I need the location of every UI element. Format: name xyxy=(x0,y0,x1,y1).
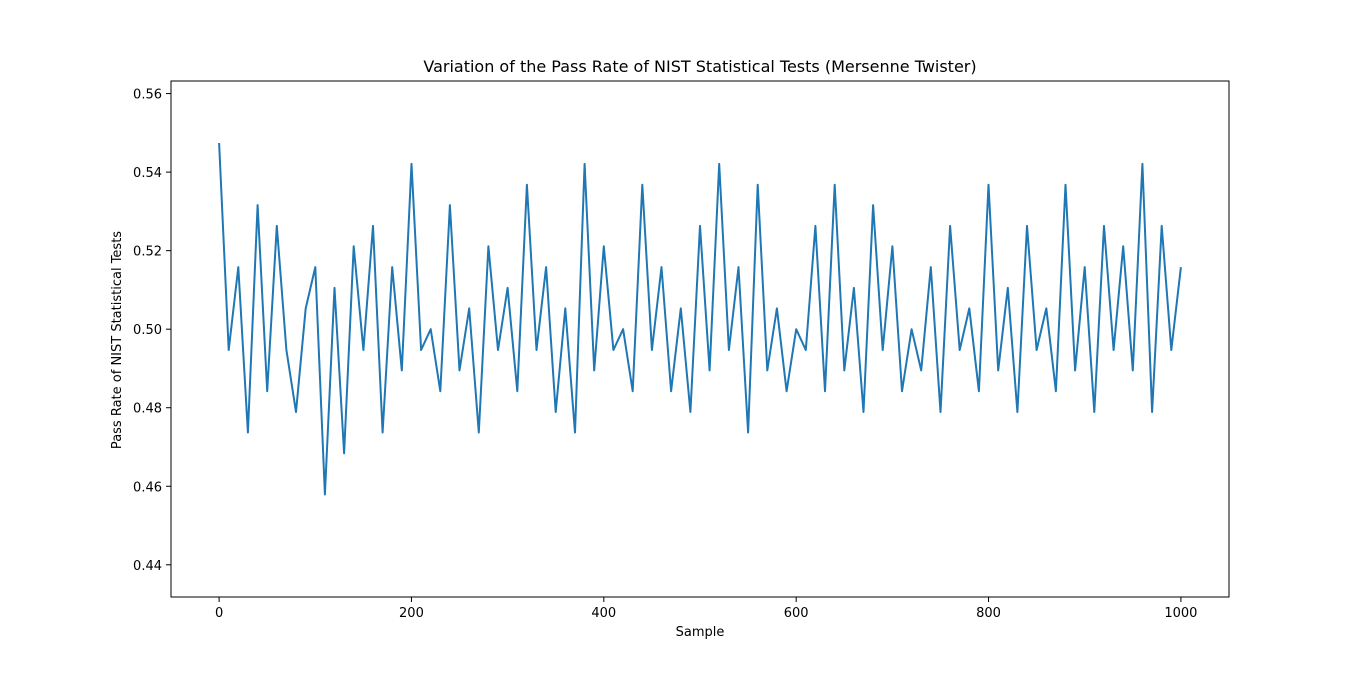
y-tick-label: 0.48 xyxy=(133,402,162,417)
y-tick-label: 0.50 xyxy=(133,323,162,338)
y-axis-ticks: 0.44 0.46 0.48 0.50 0.52 0.54 0.56 xyxy=(133,88,171,574)
x-axis-title: Sample xyxy=(676,625,725,640)
y-tick-label: 0.54 xyxy=(133,166,162,181)
plot-frame xyxy=(170,80,1230,598)
y-tick-label: 0.56 xyxy=(133,88,162,103)
chart-title: Variation of the Pass Rate of NIST Stati… xyxy=(423,57,976,76)
y-tick-label: 0.52 xyxy=(133,245,162,260)
series-line-0 xyxy=(218,142,1182,496)
x-tick-label: 0 xyxy=(215,606,223,621)
x-tick-label: 1000 xyxy=(1164,606,1197,621)
x-tick-label: 400 xyxy=(591,606,616,621)
y-tick-label: 0.46 xyxy=(133,480,162,495)
x-axis-ticks: 0 200 400 600 800 1000 xyxy=(215,597,1197,621)
plot-area xyxy=(218,142,1182,496)
x-tick-label: 200 xyxy=(399,606,424,621)
x-tick-label: 600 xyxy=(784,606,809,621)
x-tick-label: 800 xyxy=(976,606,1001,621)
y-tick-label: 0.44 xyxy=(133,559,162,574)
y-axis-title: Pass Rate of NIST Statistical Tests xyxy=(110,231,125,449)
